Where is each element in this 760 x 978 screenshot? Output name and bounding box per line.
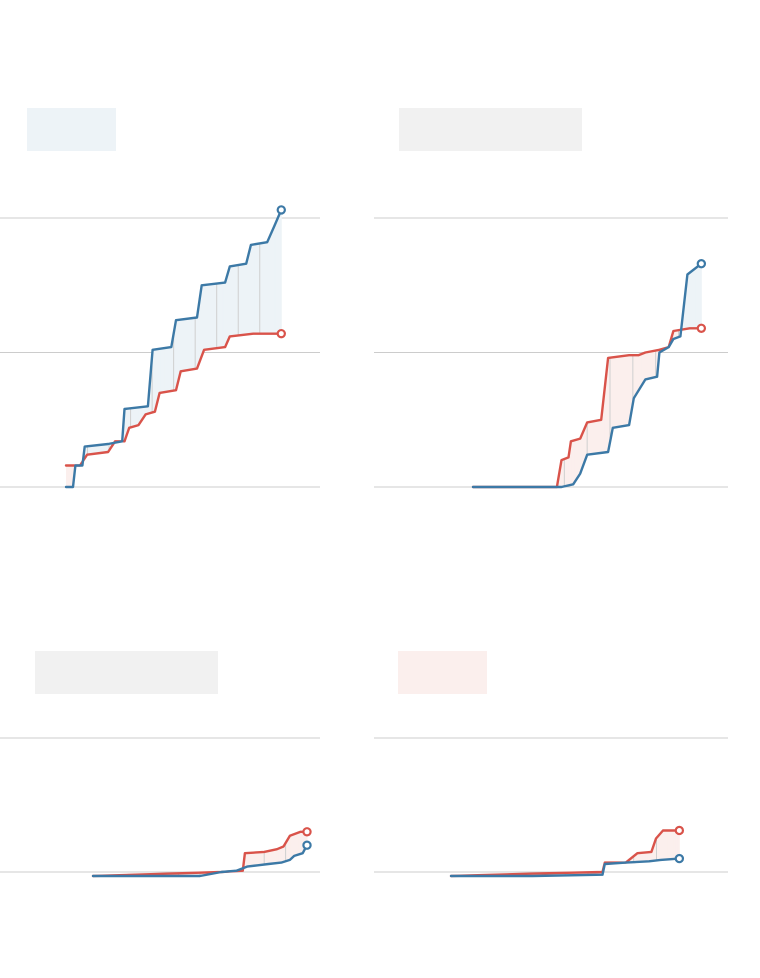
chart-panel-2: [374, 0, 760, 500]
series-line: [449, 829, 681, 878]
line-chart: [0, 205, 320, 489]
series-end-marker: [276, 205, 286, 215]
series-end-marker: [674, 825, 685, 836]
series-label-box: [399, 108, 582, 151]
series-line: [91, 844, 309, 878]
chart-panel-3: [0, 520, 380, 978]
series-end-marker: [674, 853, 685, 864]
series-line: [64, 332, 283, 467]
series-end-marker: [276, 328, 286, 339]
gap-fill: [279, 209, 282, 334]
gap-fill: [699, 263, 702, 329]
series-line: [471, 262, 703, 489]
chart-panel-4: [374, 520, 760, 978]
series-label-box: [398, 651, 487, 694]
series-end-marker: [696, 323, 707, 333]
chart-panel-1: [0, 0, 380, 500]
line-chart: [0, 737, 320, 878]
series-line: [449, 857, 681, 878]
series-line: [471, 327, 703, 489]
series-end-marker: [696, 259, 707, 269]
series-end-marker: [302, 840, 312, 850]
line-chart: [374, 737, 728, 878]
series-line: [64, 208, 283, 489]
series-label-box: [27, 108, 116, 151]
series-label-box: [35, 651, 218, 694]
series-line: [91, 830, 309, 878]
series-end-marker: [302, 827, 312, 837]
line-chart: [374, 217, 728, 489]
gap-fill: [677, 830, 680, 859]
